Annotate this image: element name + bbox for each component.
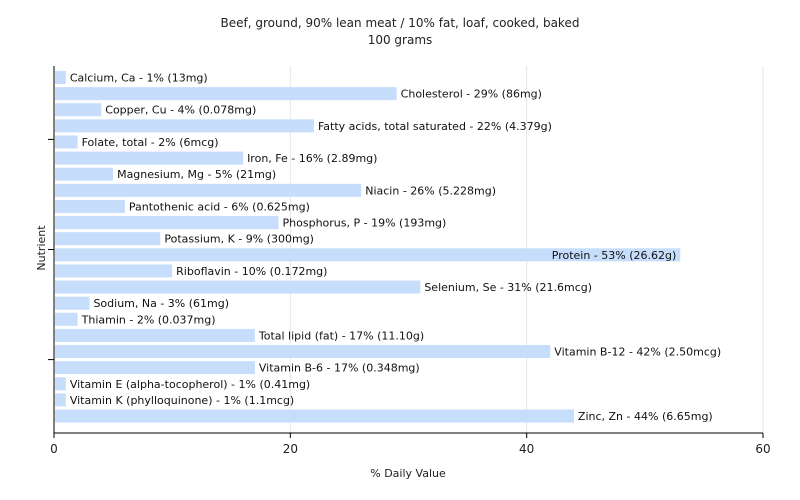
chart-subtitle: 100 grams [368, 33, 433, 47]
bar-value-label: Iron, Fe - 16% (2.89mg) [247, 152, 377, 165]
x-tick-label: 40 [519, 442, 534, 456]
bar [55, 264, 173, 278]
bar-value-label: Selenium, Se - 31% (21.6mcg) [424, 281, 592, 294]
bar-value-label: Pantothenic acid - 6% (0.625mg) [129, 200, 310, 213]
bar [55, 151, 244, 165]
bar-value-label: Sodium, Na - 3% (61mg) [93, 297, 229, 310]
chart-title: Beef, ground, 90% lean meat / 10% fat, l… [221, 16, 580, 30]
x-tick-label: 0 [50, 442, 58, 456]
bar [55, 183, 362, 197]
bar [55, 199, 125, 213]
bar [55, 393, 66, 407]
bar-value-label: Cholesterol - 29% (86mg) [401, 88, 542, 101]
bar-value-label: Copper, Cu - 4% (0.078mg) [105, 104, 256, 117]
bar-value-label: Potassium, K - 9% (300mg) [164, 233, 314, 246]
bar-value-label: Vitamin K (phylloquinone) - 1% (1.1mcg) [70, 394, 294, 407]
bar-value-label: Vitamin B-6 - 17% (0.348mg) [259, 362, 420, 375]
bar [55, 328, 255, 342]
bar-value-label: Vitamin E (alpha-tocopherol) - 1% (0.41m… [70, 378, 310, 391]
bar-value-label: Thiamin - 2% (0.037mg) [81, 313, 216, 326]
bar-value-label: Zinc, Zn - 44% (6.65mg) [578, 410, 713, 423]
bar [55, 216, 279, 230]
bar-value-label: Total lipid (fat) - 17% (11.10g) [258, 329, 424, 342]
bar [55, 119, 314, 133]
bar-value-label: Phosphorus, P - 19% (193mg) [283, 217, 447, 230]
bar [55, 103, 102, 117]
x-tick-label: 60 [755, 442, 770, 456]
bars: Calcium, Ca - 1% (13mg) Cholesterol - 29%… [55, 71, 721, 423]
bar [55, 409, 574, 423]
bar-value-label: Riboflavin - 10% (0.172mg) [176, 265, 327, 278]
bar-value-label: Fatty acids, total saturated - 22% (4.37… [318, 120, 552, 133]
y-axis-label: Nutrient [35, 225, 48, 271]
bar-value-label: Niacin - 26% (5.228mg) [365, 184, 496, 197]
x-axis-label: % Daily Value [370, 467, 446, 480]
bar-value-label: Calcium, Ca - 1% (13mg) [70, 72, 208, 85]
bar [55, 135, 78, 149]
bar [55, 280, 421, 294]
bar-value-label: Vitamin B-12 - 42% (2.50mcg) [554, 346, 721, 359]
bar-value-label: Folate, total - 2% (6mcg) [82, 136, 219, 149]
bar [55, 87, 397, 101]
bar [55, 345, 551, 359]
axes: 0 20 40 60 [48, 66, 771, 456]
bar [55, 167, 114, 181]
bar [55, 71, 66, 84]
bar [55, 361, 255, 375]
bar-value-label: Protein - 53% (26.62g) [552, 249, 677, 262]
bar [55, 296, 90, 310]
x-tick-label: 20 [283, 442, 298, 456]
bar [55, 312, 78, 326]
bar [55, 248, 681, 262]
bar-value-label: Magnesium, Mg - 5% (21mg) [117, 168, 276, 181]
bar [55, 377, 66, 391]
bar [55, 232, 161, 246]
